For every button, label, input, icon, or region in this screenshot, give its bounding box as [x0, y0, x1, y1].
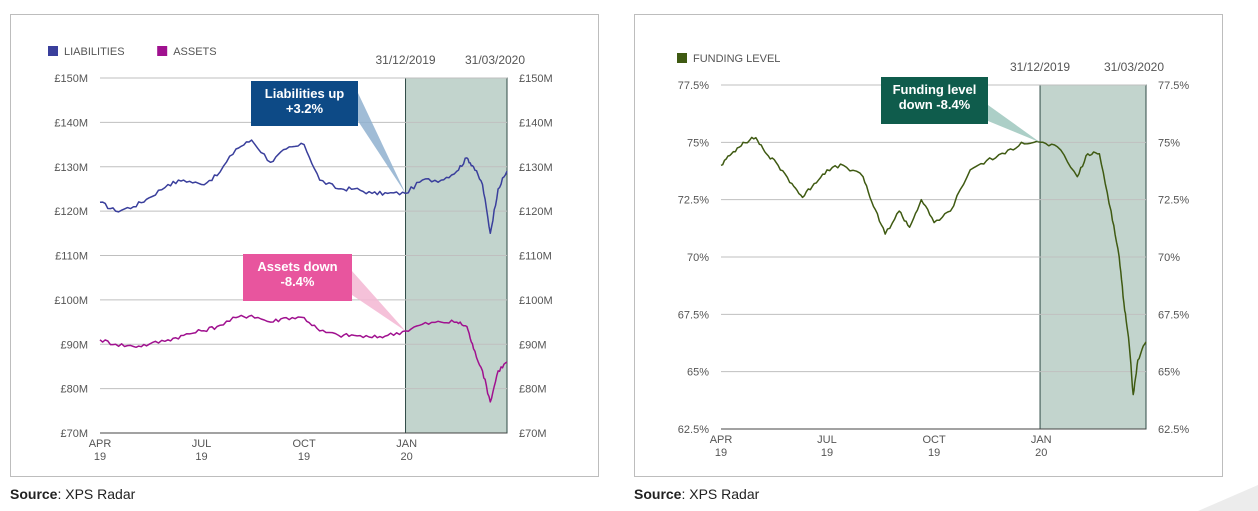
page-corner-decoration [1198, 485, 1258, 511]
y-tick-label-right: £80M [519, 384, 547, 396]
x-tick-label-year: 19 [195, 451, 207, 463]
y-tick-label-left: £80M [60, 384, 88, 396]
legend-swatch [157, 46, 168, 56]
x-tick-label-month: JAN [396, 438, 417, 450]
y-tick-label-right: 75% [1158, 137, 1180, 149]
series-line-assets [99, 314, 508, 403]
liabilities-assets-chart-panel: £150M £150M £140M £140M £130M £130M £120M £120M… [10, 14, 599, 477]
legend-label: FUNDING LEVEL [693, 53, 780, 65]
period-end-label: 31/03/2020 [1104, 60, 1164, 74]
x-tick-label-month: JAN [1031, 434, 1052, 446]
series-line-liabilities [99, 139, 508, 235]
funding-level-chart-panel: 77.5% 77.5% 75% 75% 72.5% 72.5% 70% 70% 67.5% 67.… [634, 14, 1223, 477]
source-label: Source [10, 486, 58, 502]
y-tick-label-right: £70M [519, 428, 547, 440]
period-end-label: 31/03/2020 [465, 53, 525, 67]
y-tick-label-right: 62.5% [1158, 424, 1189, 436]
y-tick-label-right: £130M [519, 162, 553, 174]
y-tick-label-right: 67.5% [1158, 309, 1189, 321]
y-tick-label-right: 72.5% [1158, 195, 1189, 207]
y-tick-label-left: 72.5% [678, 195, 709, 207]
x-tick-label-year: 19 [94, 451, 106, 463]
x-tick-label-month: APR [710, 434, 733, 446]
x-tick-label-month: APR [89, 438, 112, 450]
annotation-pointer [358, 93, 406, 194]
source-label: Source [634, 486, 682, 502]
period-start-label: 31/12/2019 [1010, 60, 1070, 74]
y-tick-label-left: £140M [54, 117, 88, 129]
y-tick-label-left: 62.5% [678, 424, 709, 436]
annotation-text: Liabilities up [265, 86, 345, 101]
annotation-text: Funding level [893, 82, 977, 97]
x-tick-label-month: OCT [922, 434, 946, 446]
legend-label: ASSETS [173, 46, 216, 58]
y-tick-label-right: 77.5% [1158, 80, 1189, 92]
source-text: : XPS Radar [57, 486, 136, 502]
source-text: : XPS Radar [681, 486, 760, 502]
x-tick-label-year: 19 [298, 451, 310, 463]
annotation-pointer [988, 105, 1041, 143]
x-tick-label-month: JUL [192, 438, 212, 450]
source-note-right: Source: XPS Radar [634, 486, 759, 502]
y-tick-label-right: £90M [519, 339, 547, 351]
y-tick-label-right: £110M [519, 251, 552, 263]
y-tick-label-left: 67.5% [678, 309, 709, 321]
x-tick-label-year: 19 [821, 447, 833, 459]
y-tick-label-right: 70% [1158, 252, 1180, 264]
annotation-box [243, 254, 352, 301]
x-tick-label-month: JUL [817, 434, 837, 446]
y-tick-label-left: 77.5% [678, 80, 709, 92]
y-tick-label-right: £100M [519, 295, 553, 307]
legend-swatch [677, 53, 687, 63]
y-tick-label-right: £120M [519, 206, 553, 218]
y-tick-label-right: £150M [519, 73, 553, 85]
legend-swatch [48, 46, 58, 56]
x-tick-label-year: 19 [715, 447, 727, 459]
liabilities-assets-chart: £150M £150M £140M £140M £130M £130M £120M £120M… [48, 46, 553, 463]
annotation-box [881, 77, 988, 124]
funding-level-chart: 77.5% 77.5% 75% 75% 72.5% 72.5% 70% 70% 67.5% 67.… [677, 53, 1189, 459]
y-tick-label-left: £110M [55, 251, 88, 263]
x-tick-label-year: 20 [401, 451, 413, 463]
annotation-text: -8.4% [281, 274, 315, 289]
y-tick-label-left: £70M [60, 428, 88, 440]
annotation-text: down -8.4% [899, 97, 971, 112]
x-tick-label-month: OCT [292, 438, 316, 450]
series-line-funding-level [720, 136, 1147, 396]
y-tick-label-left: 70% [687, 252, 709, 264]
x-tick-label-year: 20 [1035, 447, 1047, 459]
annotation-pointer [352, 271, 406, 331]
source-note-left: Source: XPS Radar [10, 486, 135, 502]
annotation-box [251, 81, 358, 126]
annotation-text: Assets down [257, 259, 337, 274]
y-tick-label-left: £150M [54, 73, 88, 85]
y-tick-label-left: 75% [687, 137, 709, 149]
y-tick-label-left: £90M [60, 339, 88, 351]
x-tick-label-year: 19 [928, 447, 940, 459]
y-tick-label-left: £120M [54, 206, 88, 218]
annotation-text: +3.2% [286, 101, 324, 116]
legend-label: LIABILITIES [64, 46, 125, 58]
y-tick-label-left: £100M [54, 295, 88, 307]
y-tick-label-left: £130M [54, 162, 88, 174]
period-start-label: 31/12/2019 [375, 53, 435, 67]
y-tick-label-left: 65% [687, 367, 709, 379]
y-tick-label-right: 65% [1158, 367, 1180, 379]
y-tick-label-right: £140M [519, 117, 553, 129]
